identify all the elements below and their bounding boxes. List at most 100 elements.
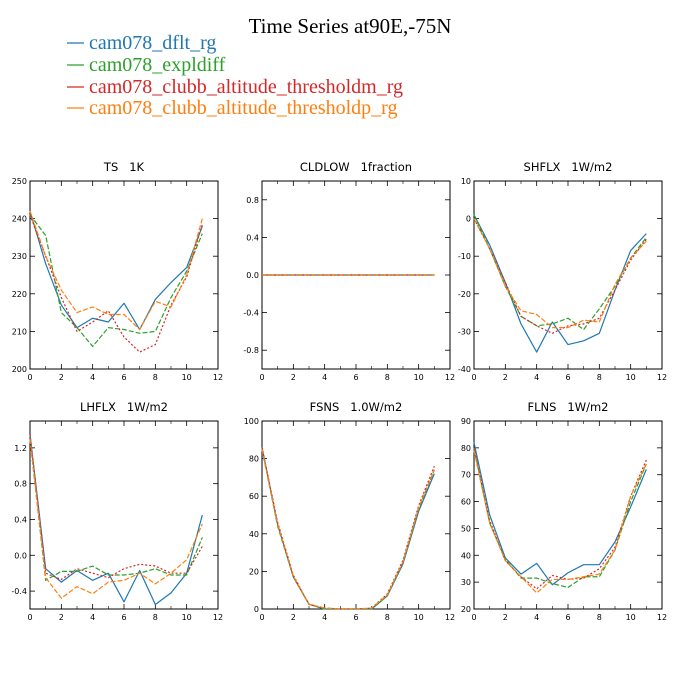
x-tick-label-1-2: 4 xyxy=(322,373,327,382)
x-tick-label-0-0: 0 xyxy=(27,373,32,382)
x-tick-label-5-1: 2 xyxy=(503,613,508,622)
y-tick-label-5-4: 60 xyxy=(461,498,471,507)
x-tick-label-1-6: 12 xyxy=(445,373,455,382)
x-tick-label-4-1: 2 xyxy=(291,613,296,622)
series-line-3-1 xyxy=(29,438,203,581)
y-tick-label-0-3: 230 xyxy=(12,252,27,261)
x-tick-label-3-5: 10 xyxy=(182,613,192,622)
y-tick-label-2-4: 0 xyxy=(466,215,471,224)
y-tick-label-1-4: 0.8 xyxy=(246,196,259,205)
series-line-0-3 xyxy=(29,210,203,331)
y-tick-label-4-0: 0 xyxy=(254,605,259,614)
series-line-3-3 xyxy=(29,438,203,599)
y-tick-label-4-3: 60 xyxy=(249,492,259,501)
series-line-2-2 xyxy=(473,218,647,334)
y-tick-label-1-0: -0.8 xyxy=(243,346,259,355)
legend-label-3: cam078_clubb_altitude_thresholdp_rg xyxy=(89,97,397,119)
panel-title-3: LHFLX 1W/m2 xyxy=(80,400,168,414)
legend-label-0: cam078_dflt_rg xyxy=(89,32,216,54)
x-tick-label-2-1: 2 xyxy=(503,373,508,382)
y-tick-label-0-2: 220 xyxy=(12,290,27,299)
x-tick-label-2-5: 10 xyxy=(626,373,636,382)
x-tick-label-5-2: 4 xyxy=(534,613,539,622)
y-tick-label-2-5: 10 xyxy=(461,177,471,186)
panel-title-1: CLDLOW 1fraction xyxy=(300,160,412,174)
x-tick-label-0-1: 2 xyxy=(59,373,64,382)
y-tick-label-5-5: 70 xyxy=(461,471,471,480)
x-tick-label-4-2: 4 xyxy=(322,613,327,622)
x-tick-label-0-6: 12 xyxy=(213,373,223,382)
series-line-5-0 xyxy=(473,442,647,586)
panel-title-0: TS 1K xyxy=(103,160,145,174)
x-tick-label-0-5: 10 xyxy=(182,373,192,382)
y-tick-label-1-3: 0.4 xyxy=(246,233,259,242)
y-tick-label-5-7: 90 xyxy=(461,417,471,426)
legend-label-1: cam078_expldiff xyxy=(89,54,226,76)
panel-1: CLDLOW 1fraction 0 2 4 6 8 10 12 -0.8 -0.4 0.0 0.4 0… xyxy=(243,160,455,382)
y-tick-label-5-1: 30 xyxy=(461,578,471,587)
series-line-4-3 xyxy=(261,449,435,610)
x-tick-label-5-0: 0 xyxy=(471,613,476,622)
panel-frame-4 xyxy=(261,420,451,610)
y-tick-label-0-4: 240 xyxy=(12,215,27,224)
legend-label-2: cam078_clubb_altitude_thresholdm_rg xyxy=(89,76,403,98)
panel-0: TS 1K 0 2 4 6 8 10 12 200 210 220 230 240 250 xyxy=(12,160,223,382)
y-tick-label-0-1: 210 xyxy=(12,327,27,336)
x-tick-label-5-3: 6 xyxy=(565,613,570,622)
x-tick-label-2-3: 6 xyxy=(565,373,570,382)
x-tick-label-3-2: 4 xyxy=(90,613,95,622)
panel-frame-0 xyxy=(29,180,219,370)
series-line-0-2 xyxy=(29,214,203,353)
panel-3: LHFLX 1W/m2 0 2 4 6 8 10 12 -0.4 0.0 0.4 0.8 1.2 xyxy=(11,400,223,622)
y-tick-label-2-1: -30 xyxy=(458,327,471,336)
x-tick-label-2-0: 0 xyxy=(471,373,476,382)
panel-4: FSNS 1.0W/m2 0 2 4 6 8 10 12 0 20 40 60 80 100 xyxy=(244,400,455,622)
y-tick-label-1-1: -0.4 xyxy=(243,309,259,318)
y-tick-label-4-1: 20 xyxy=(249,567,259,576)
y-tick-label-2-2: -20 xyxy=(458,290,471,299)
panel-2: SHFLX 1W/m2 0 2 4 6 8 10 12 -40 -30 -20 -10 0 10 xyxy=(458,160,667,382)
y-tick-label-2-3: -10 xyxy=(458,252,471,261)
x-tick-label-1-5: 10 xyxy=(414,373,424,382)
y-tick-label-3-0: -0.4 xyxy=(11,587,27,596)
x-tick-label-3-4: 8 xyxy=(153,613,158,622)
y-tick-label-0-5: 250 xyxy=(12,177,27,186)
y-tick-label-5-6: 80 xyxy=(461,444,471,453)
x-tick-label-2-6: 12 xyxy=(657,373,667,382)
y-tick-label-3-3: 0.8 xyxy=(14,480,27,489)
y-tick-label-4-2: 40 xyxy=(249,530,259,539)
x-tick-label-3-6: 12 xyxy=(213,613,223,622)
figure-title: Time Series at90E,-75N xyxy=(249,14,452,38)
x-tick-label-4-0: 0 xyxy=(259,613,264,622)
x-tick-label-3-0: 0 xyxy=(27,613,32,622)
x-tick-label-3-3: 6 xyxy=(121,613,126,622)
x-tick-label-2-2: 4 xyxy=(534,373,539,382)
x-tick-label-1-4: 8 xyxy=(385,373,390,382)
y-tick-label-3-1: 0.0 xyxy=(14,551,27,560)
panel-frame-3 xyxy=(29,420,219,610)
panel-5: FLNS 1W/m2 0 2 4 6 8 10 12 20 30 40 50 60 70 80 90 xyxy=(461,400,667,622)
series-line-5-1 xyxy=(473,447,647,589)
x-tick-label-2-4: 8 xyxy=(597,373,602,382)
x-tick-label-3-1: 2 xyxy=(59,613,64,622)
panel-frame-5 xyxy=(473,420,663,610)
series-line-5-2 xyxy=(473,447,647,590)
series-line-3-0 xyxy=(29,434,203,606)
y-tick-label-4-5: 100 xyxy=(244,417,259,426)
y-tick-label-2-0: -40 xyxy=(458,365,471,374)
series-line-2-0 xyxy=(473,214,647,353)
x-tick-label-0-4: 8 xyxy=(153,373,158,382)
y-tick-label-1-2: 0.0 xyxy=(246,271,259,280)
x-tick-label-4-5: 10 xyxy=(414,613,424,622)
series-line-4-1 xyxy=(261,449,435,610)
y-tick-label-5-3: 50 xyxy=(461,524,471,533)
series-line-4-0 xyxy=(261,447,435,610)
y-tick-label-3-2: 0.4 xyxy=(14,515,27,524)
y-tick-label-5-2: 40 xyxy=(461,551,471,560)
y-tick-label-4-4: 80 xyxy=(249,455,259,464)
legend: cam078_dflt_rgcam078_expldiffcam078_club… xyxy=(67,32,403,119)
x-tick-label-1-1: 2 xyxy=(291,373,296,382)
x-tick-label-1-0: 0 xyxy=(259,373,264,382)
